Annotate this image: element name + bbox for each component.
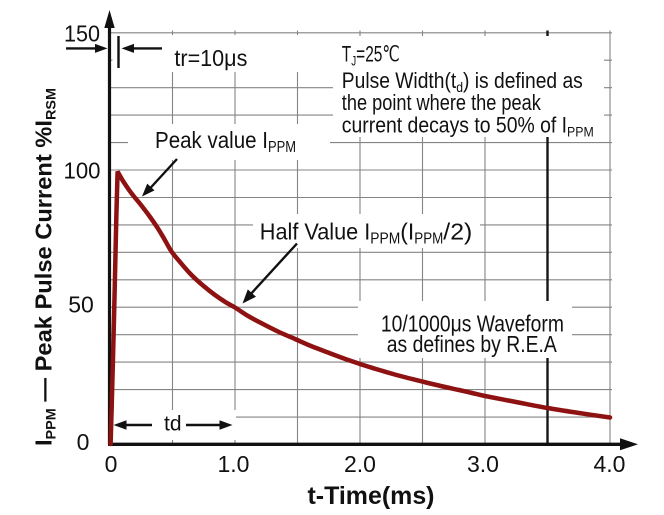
svg-text:1.0: 1.0 xyxy=(218,451,250,477)
svg-text:td: td xyxy=(164,413,182,436)
svg-text:tr=10μs: tr=10μs xyxy=(174,45,247,71)
svg-text:as defines by R.E.A: as defines by R.E.A xyxy=(387,331,558,357)
svg-text:50: 50 xyxy=(68,292,94,318)
svg-text:TJ=25℃: TJ=25℃ xyxy=(342,42,400,69)
svg-text:Peak value IPPM: Peak value IPPM xyxy=(155,127,296,156)
svg-text:IPPM — Peak Pulse Current %IR: IPPM — Peak Pulse Current %IRSM xyxy=(31,88,59,446)
svg-text:Pulse Width(td) is defined as: Pulse Width(td) is defined as xyxy=(342,68,583,95)
svg-text:4.0: 4.0 xyxy=(594,451,626,477)
svg-text:10/1000μs Waveform: 10/1000μs Waveform xyxy=(381,310,564,336)
svg-text:0: 0 xyxy=(77,429,90,455)
svg-text:t-Time(ms): t-Time(ms) xyxy=(308,482,435,510)
svg-text:150: 150 xyxy=(64,21,100,47)
svg-text:the point where the peak: the point where the peak xyxy=(342,90,542,115)
svg-text:Half Value IPPM(IPPM/2): Half Value IPPM(IPPM/2) xyxy=(260,218,473,247)
svg-text:100: 100 xyxy=(64,158,101,184)
svg-text:3.0: 3.0 xyxy=(467,451,499,477)
svg-text:current decays to 50% of IPPM: current decays to 50% of IPPM xyxy=(342,113,594,140)
svg-text:2.0: 2.0 xyxy=(344,451,376,477)
svg-text:0: 0 xyxy=(105,451,118,477)
